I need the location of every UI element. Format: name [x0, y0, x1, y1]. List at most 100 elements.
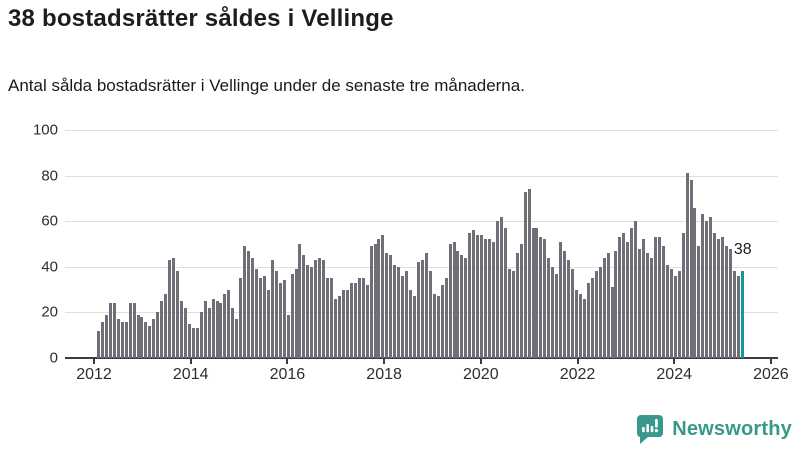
- bar: [231, 307, 235, 358]
- bar: [239, 278, 243, 358]
- bar: [511, 271, 515, 358]
- bar: [543, 239, 547, 358]
- bar: [413, 296, 416, 358]
- bar: [262, 275, 266, 358]
- bar: [337, 296, 341, 358]
- bar: [168, 259, 172, 358]
- x-axis-label-2024: 2024: [656, 366, 692, 383]
- bar: [653, 237, 657, 358]
- bar: [326, 278, 330, 358]
- bar: [207, 307, 211, 358]
- bar: [503, 228, 507, 358]
- bar: [673, 275, 677, 358]
- newsworthy-icon: [637, 415, 664, 444]
- x-axis-label-2014: 2014: [172, 366, 209, 383]
- bar: [148, 326, 152, 358]
- bar: [132, 303, 136, 358]
- bar: [721, 237, 725, 358]
- bar: [669, 269, 673, 358]
- bar: [563, 250, 567, 358]
- bar: [274, 271, 278, 358]
- bar: [219, 303, 223, 358]
- bar: [416, 262, 420, 358]
- bar: [606, 253, 610, 358]
- bar: [523, 191, 527, 358]
- bar: [223, 294, 227, 358]
- x-axis-tick-2026: [769, 359, 772, 364]
- bar: [677, 271, 681, 358]
- bar: [345, 289, 349, 358]
- chart-subtitle: Antal sålda bostadsrätter i Vellinge und…: [8, 76, 525, 95]
- bar: [507, 269, 511, 358]
- bar: [270, 259, 274, 358]
- bar: [638, 248, 642, 358]
- bar: [124, 321, 128, 358]
- bar: [420, 259, 424, 358]
- bar: [215, 301, 219, 358]
- bar: [140, 316, 144, 358]
- bar: [128, 303, 132, 358]
- bar: [251, 257, 255, 358]
- bar: [555, 273, 559, 358]
- bar: [618, 237, 622, 358]
- bar: [551, 266, 555, 358]
- y-axis-label-80: 80: [41, 167, 58, 185]
- bar: [199, 312, 203, 358]
- x-axis-tick-2016: [286, 359, 289, 364]
- bar: [622, 232, 626, 358]
- bar: [574, 289, 578, 358]
- bar: [567, 259, 571, 358]
- bar: [713, 232, 717, 358]
- y-axis-label-40: 40: [41, 258, 58, 276]
- page-title: 38 bostadsrätter såldes i Vellinge: [8, 5, 394, 32]
- bar: [440, 285, 444, 358]
- bar: [247, 250, 251, 358]
- bar: [160, 301, 164, 358]
- bar: [456, 250, 460, 358]
- bar: [661, 246, 665, 358]
- bar: [432, 294, 436, 358]
- bar: [195, 328, 199, 358]
- bar: [235, 319, 239, 358]
- x-axis-label-2016: 2016: [269, 366, 306, 383]
- bar: [405, 271, 409, 358]
- bar: [729, 248, 732, 358]
- gridline-y-60: [65, 221, 778, 223]
- bar: [255, 269, 258, 358]
- y-axis-label-100: 100: [32, 121, 58, 139]
- bar: [266, 289, 270, 358]
- bar: [531, 228, 535, 358]
- bar: [318, 257, 322, 358]
- bar: [341, 289, 345, 358]
- x-axis-line: [65, 357, 778, 359]
- bar: [614, 250, 618, 358]
- bar: [120, 321, 124, 358]
- bar: [349, 282, 353, 358]
- bar: [144, 321, 148, 358]
- bar: [590, 278, 594, 358]
- bar: [484, 239, 488, 358]
- bar: [104, 314, 108, 358]
- last-value-annotation: 38: [733, 241, 752, 259]
- newsworthy-logo: Newsworthy: [636, 414, 792, 444]
- x-axis-label-2022: 2022: [559, 366, 596, 383]
- bar: [535, 228, 539, 358]
- bar: [515, 253, 519, 358]
- bar: [282, 280, 286, 358]
- x-axis-label-2026: 2026: [753, 366, 789, 383]
- bar: [472, 230, 476, 358]
- bar: [571, 269, 574, 358]
- bar: [424, 253, 428, 358]
- bar: [717, 239, 721, 358]
- bar: [436, 296, 440, 358]
- x-axis-tick-2014: [189, 359, 192, 364]
- bar: [488, 239, 492, 358]
- bar: [634, 221, 638, 358]
- bar: [709, 216, 713, 358]
- bar: [428, 271, 432, 358]
- bar: [211, 298, 215, 358]
- bar: [697, 246, 701, 358]
- bar: [322, 259, 326, 358]
- bar: [594, 271, 598, 358]
